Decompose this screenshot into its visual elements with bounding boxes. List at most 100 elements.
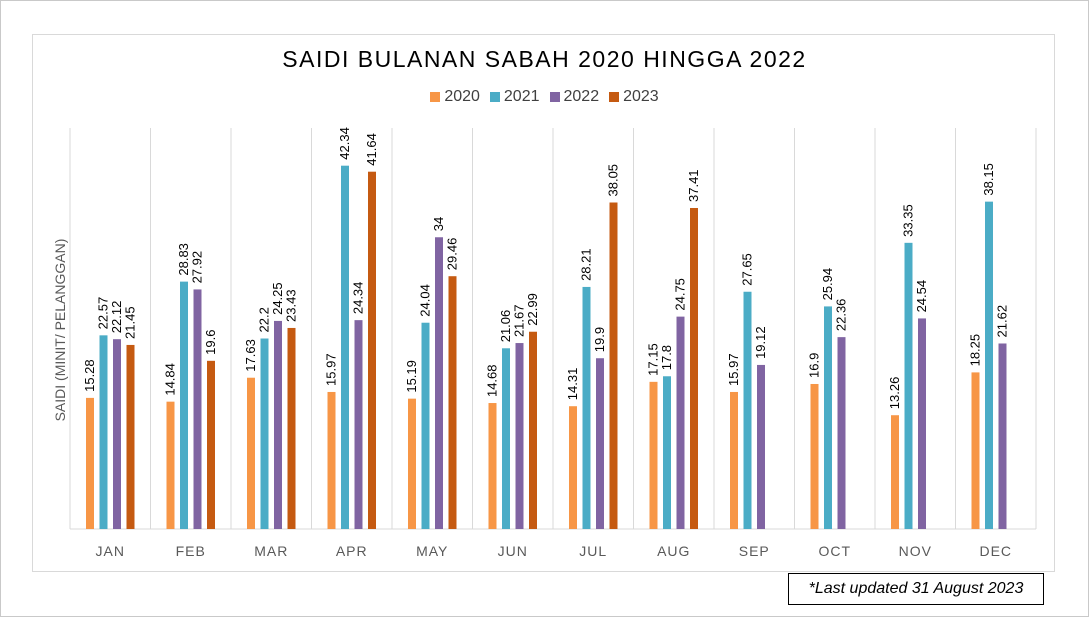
- data-label: 14.68: [485, 364, 500, 397]
- bar-2021: [985, 201, 993, 530]
- data-label: 38.05: [606, 164, 621, 197]
- bar-2022: [113, 339, 121, 529]
- x-tick-label: APR: [336, 543, 368, 559]
- bar-2020: [810, 383, 819, 529]
- legend-item-2022: 2022: [549, 88, 600, 106]
- bar-2022: [435, 237, 443, 529]
- data-label: 19.12: [753, 326, 768, 359]
- bar-2021: [824, 306, 832, 529]
- data-label: 28.83: [176, 243, 191, 276]
- bar-2022: [274, 320, 282, 529]
- data-label: 21.67: [512, 305, 527, 338]
- data-label: 15.97: [726, 353, 741, 386]
- data-label: 16.9: [807, 353, 822, 378]
- bar-2021: [502, 348, 510, 529]
- x-tick-label: AUG: [657, 543, 690, 559]
- data-label: 22.57: [96, 297, 111, 330]
- legend-item-2021: 2021: [489, 88, 540, 106]
- bar-2023: [368, 171, 376, 529]
- bar-2023: [529, 331, 537, 529]
- data-label: 18.25: [968, 334, 983, 367]
- bar-2020: [891, 415, 899, 529]
- bar-2022: [837, 337, 846, 529]
- bar-2021: [421, 322, 430, 529]
- data-label: 27.92: [190, 251, 205, 284]
- data-label: 17.63: [243, 339, 258, 372]
- x-tick-label: MAY: [416, 543, 448, 559]
- data-label: 24.34: [351, 282, 366, 315]
- data-label: 38.15: [981, 163, 996, 196]
- bar-2020: [971, 372, 980, 529]
- data-label: 27.65: [740, 253, 755, 286]
- data-label: 14.31: [565, 368, 580, 401]
- data-label: 24.04: [418, 284, 433, 317]
- x-tick-label: MAR: [254, 543, 288, 559]
- data-label: 25.94: [820, 268, 835, 301]
- legend-label: 2021: [503, 88, 540, 105]
- bar-2020: [86, 397, 94, 529]
- data-label: 19.9: [592, 327, 607, 352]
- bar-2021: [341, 165, 349, 529]
- data-label: 33.35: [901, 204, 916, 237]
- bar-2023: [609, 202, 618, 529]
- data-label: 22.2: [257, 307, 272, 332]
- legend-label: 2023: [623, 88, 659, 105]
- bar-2023: [287, 327, 296, 529]
- bar-2022: [918, 318, 926, 529]
- x-tick-label: JUN: [498, 543, 528, 559]
- data-label: 17.8: [659, 345, 674, 370]
- legend-item-2020: 2020: [430, 88, 480, 106]
- bar-2020: [569, 406, 577, 529]
- chart-title: SAIDI BULANAN SABAH 2020 HINGGA 2022: [282, 46, 807, 72]
- data-label: 22.99: [525, 293, 540, 326]
- data-label: 19.6: [203, 330, 218, 355]
- bar-2020: [488, 403, 497, 529]
- bar-2021: [663, 376, 671, 529]
- bar-2023: [207, 360, 215, 529]
- last-updated-note: *Last updated 31 August 2023: [788, 573, 1044, 605]
- data-label: 28.21: [579, 248, 594, 281]
- bar-2022: [596, 358, 604, 529]
- x-tick-label: OCT: [818, 543, 851, 559]
- data-label: 15.28: [82, 359, 97, 392]
- data-label: 41.64: [364, 133, 379, 166]
- bar-2022: [193, 289, 202, 529]
- legend-label: 2020: [444, 88, 480, 105]
- x-tick-label: DEC: [979, 543, 1012, 559]
- bar-2021: [904, 242, 913, 529]
- data-label: 24.75: [673, 278, 688, 311]
- data-label: 15.97: [324, 353, 339, 386]
- data-label: 15.19: [404, 360, 419, 393]
- data-label: 14.84: [163, 363, 178, 396]
- bar-2021: [743, 291, 752, 529]
- data-label: 37.41: [686, 169, 701, 202]
- x-tick-label: SEP: [739, 543, 770, 559]
- legend: 2020 2021 2022 2023: [0, 88, 1089, 106]
- legend-swatch: [549, 92, 560, 102]
- bar-2020: [649, 381, 658, 529]
- bar-2022: [515, 343, 524, 529]
- bar-2020: [166, 401, 175, 529]
- data-label: 21.45: [123, 306, 138, 339]
- x-tick-label: JAN: [96, 543, 125, 559]
- x-tick-label: JUL: [579, 543, 607, 559]
- legend-swatch: [489, 92, 500, 102]
- data-label: 17.15: [646, 343, 661, 376]
- legend-label: 2022: [563, 88, 600, 105]
- data-label: 21.06: [498, 310, 513, 343]
- bar-2021: [99, 335, 108, 529]
- bar-2021: [260, 338, 269, 529]
- bar-2021: [180, 281, 188, 529]
- bar-2021: [582, 286, 591, 529]
- legend-swatch: [609, 92, 620, 102]
- bar-2022: [354, 320, 363, 529]
- data-label: 22.12: [109, 301, 124, 334]
- bar-2023: [690, 207, 698, 529]
- legend-swatch: [430, 92, 441, 102]
- data-label: 24.25: [270, 282, 285, 315]
- data-label: 13.26: [887, 377, 902, 410]
- bar-2023: [126, 344, 135, 529]
- bar-2023: [448, 276, 457, 529]
- data-label: 29.46: [445, 238, 460, 271]
